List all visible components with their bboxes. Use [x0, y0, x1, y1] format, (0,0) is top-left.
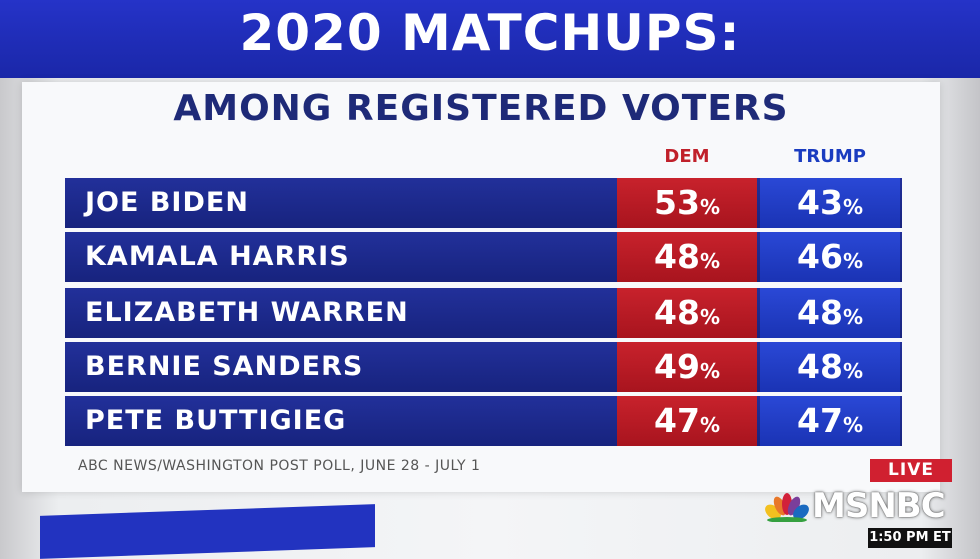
title: 2020 MATCHUPS: [239, 4, 741, 62]
live-badge: LIVE [870, 459, 952, 482]
dem-value: 47% [617, 396, 757, 446]
dem-value: 53% [617, 178, 757, 228]
table-row: JOE BIDEN 53% 43% [65, 178, 902, 228]
source: ABC NEWS/WASHINGTON POST POLL, JUNE 28 -… [78, 458, 481, 474]
column-header: DEM [664, 146, 710, 167]
table-row: BERNIE SANDERS 49% 48% [65, 342, 902, 392]
table-row: KAMALA HARRIS 48% 46% [65, 232, 902, 282]
candidate-name: PETE BUTTIGIEG [85, 405, 347, 436]
table-row: ELIZABETH WARREN 48% 48% [65, 288, 902, 338]
dem-value: 48% [617, 288, 757, 338]
trump-value: 48% [760, 342, 900, 392]
table-row: PETE BUTTIGIEG 47% 47% [65, 396, 902, 446]
trump-value: 46% [760, 232, 900, 282]
subtitle: AMONG REGISTERED VOTERS [173, 88, 789, 129]
network-logo [765, 493, 809, 522]
candidate-name: BERNIE SANDERS [85, 351, 364, 382]
candidate-name: JOE BIDEN [85, 187, 249, 218]
banner [0, 0, 980, 78]
candidate-name: KAMALA HARRIS [85, 241, 350, 272]
candidate-name: ELIZABETH WARREN [85, 297, 409, 328]
dem-value: 48% [617, 232, 757, 282]
trump-value: 43% [760, 178, 900, 228]
dem-value: 49% [617, 342, 757, 392]
clock: 1:50 PM ET [868, 528, 952, 548]
trump-value: 47% [760, 396, 900, 446]
background-bar [40, 504, 375, 559]
trump-value: 48% [760, 288, 900, 338]
network-name: MSNBC [812, 486, 946, 526]
column-header: TRUMP [794, 146, 866, 167]
